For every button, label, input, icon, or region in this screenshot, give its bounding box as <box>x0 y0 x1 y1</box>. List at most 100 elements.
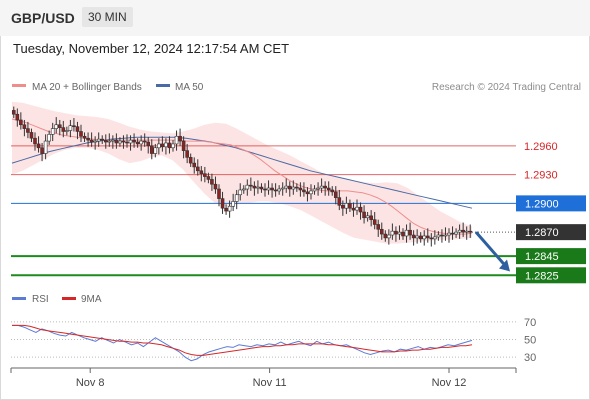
ma20-legend-swatch <box>12 84 26 87</box>
candle-up <box>43 140 48 154</box>
candle-down <box>82 135 87 139</box>
candle-down <box>259 186 264 190</box>
candle-down <box>383 233 388 239</box>
rsi-line <box>12 324 473 362</box>
candle-down <box>220 198 225 209</box>
candle-down <box>468 230 473 233</box>
candle-up <box>47 134 51 142</box>
candle-up <box>93 140 97 143</box>
candle-up <box>65 130 69 132</box>
level-label-1.2960: 1.2960 <box>524 141 558 153</box>
candle-up <box>291 186 296 190</box>
candle-up <box>231 201 235 207</box>
candle-down <box>149 145 154 154</box>
candle-down <box>160 143 165 148</box>
candle-up <box>50 128 55 135</box>
bollinger-band <box>12 101 472 244</box>
price-plot: 1.2960 1.2930 1.2900 1.2870 1.2845 1.2825 <box>11 101 586 284</box>
candle-up <box>234 194 239 202</box>
rsi-legend-label: RSI <box>32 294 49 305</box>
candle-down <box>192 162 197 168</box>
candle-up <box>280 187 285 190</box>
candle-up <box>284 185 289 189</box>
candle-up <box>454 231 458 235</box>
candle-up <box>433 236 437 240</box>
candle-down <box>142 140 147 143</box>
level-badge-1.2870 <box>516 224 586 241</box>
level-badge-1.2845 <box>516 248 586 265</box>
candle-up <box>227 205 232 212</box>
candle-up <box>174 135 179 145</box>
candle-down <box>461 229 465 233</box>
candle-up <box>387 234 391 239</box>
level-badge-1.2900 <box>516 195 586 212</box>
candle-down <box>333 191 338 198</box>
ma50-legend-label: MA 50 <box>175 82 204 93</box>
candle-up <box>344 203 349 209</box>
timeframe-button[interactable]: 30 MIN <box>82 7 133 27</box>
candle-up <box>422 235 427 240</box>
candle-down <box>298 187 303 191</box>
candle-down <box>57 124 62 128</box>
candle-down <box>425 235 430 239</box>
candle-up <box>111 139 115 142</box>
candle-up <box>390 230 395 236</box>
candle-down <box>372 219 377 225</box>
candle-up <box>139 140 143 145</box>
candle-down <box>213 183 218 190</box>
candle-down <box>61 127 66 132</box>
candle-down <box>203 173 207 177</box>
candle-down <box>351 207 356 211</box>
candle-up <box>96 138 101 142</box>
candle-down <box>217 188 221 199</box>
candle-down <box>199 170 204 174</box>
candle-down <box>40 147 44 154</box>
candle-up <box>404 229 409 237</box>
candle-down <box>103 139 108 143</box>
candle-down <box>323 185 327 189</box>
candle-down <box>15 113 20 121</box>
candle-down <box>411 234 416 239</box>
candle-up <box>365 215 370 219</box>
candle-up <box>319 185 324 189</box>
projection-arrow <box>474 231 508 268</box>
candle-up <box>54 124 59 129</box>
candle-up <box>316 187 320 190</box>
candle-up <box>397 231 402 235</box>
candle-down <box>287 185 292 190</box>
candle-down <box>330 189 335 193</box>
candle-up <box>355 206 359 211</box>
candle-up <box>415 235 419 239</box>
candle-down <box>252 185 257 189</box>
candle-up <box>256 186 260 189</box>
candle-up <box>443 234 448 237</box>
candle-down <box>418 235 423 240</box>
level-label-1.2930: 1.2930 <box>524 170 558 182</box>
candle-down <box>100 138 105 141</box>
candle-down <box>429 237 434 240</box>
candle-down <box>121 140 126 143</box>
candle-down <box>135 141 140 145</box>
rsi-legend-swatch <box>12 297 26 300</box>
candle-down <box>79 131 83 137</box>
candle-down <box>89 139 94 143</box>
candle-up <box>457 229 462 233</box>
candle-down <box>114 139 119 144</box>
candle-up <box>238 189 243 196</box>
rsi-ma-line <box>12 324 473 356</box>
candle-down <box>408 229 412 236</box>
ma50-legend-swatch <box>156 84 170 87</box>
candle-down <box>167 142 172 149</box>
candle-up <box>157 143 161 149</box>
candle-down <box>348 203 352 209</box>
x-tick-label: Nov 11 <box>253 377 287 389</box>
candle-down <box>337 197 342 206</box>
candle-down <box>362 211 366 219</box>
candle-down <box>185 150 189 158</box>
chart-datetime: Tuesday, November 12, 2024 12:17:54 AM C… <box>13 41 290 56</box>
candle-down <box>369 215 373 220</box>
candle-down <box>22 124 27 129</box>
candle-down <box>33 137 37 145</box>
candle-down <box>326 187 331 191</box>
candle-down <box>11 110 16 115</box>
